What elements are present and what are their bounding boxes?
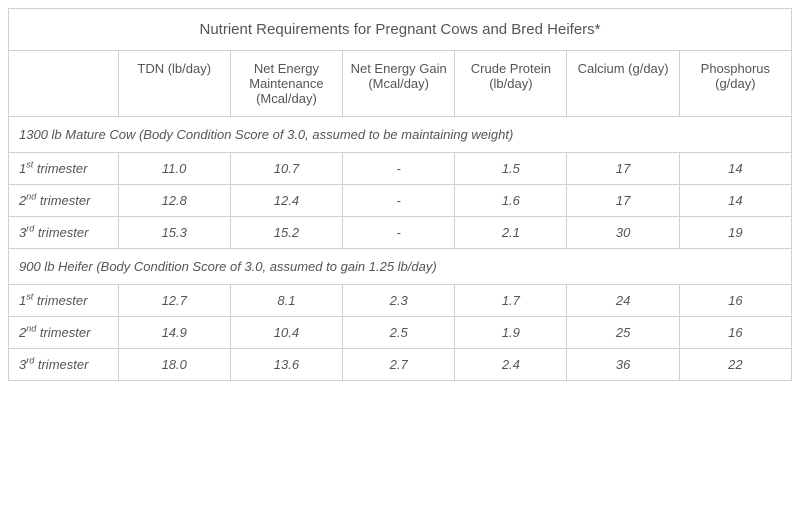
table-row: 3rd trimester 15.3 15.2 - 2.1 30 19 <box>9 217 792 249</box>
data-cell: 15.2 <box>230 217 342 249</box>
table-row: 3rd trimester 18.0 13.6 2.7 2.4 36 22 <box>9 349 792 381</box>
header-ca: Calcium (g/day) <box>567 51 679 117</box>
data-cell: 14 <box>679 185 791 217</box>
header-p: Phosphorus (g/day) <box>679 51 791 117</box>
data-cell: 13.6 <box>230 349 342 381</box>
header-blank <box>9 51 119 117</box>
data-cell: 30 <box>567 217 679 249</box>
data-cell: - <box>343 217 455 249</box>
data-cell: 19 <box>679 217 791 249</box>
data-cell: - <box>343 153 455 185</box>
section-heading-1: 900 lb Heifer (Body Condition Score of 3… <box>9 249 792 285</box>
row-label: 2nd trimester <box>9 185 119 217</box>
row-label: 1st trimester <box>9 153 119 185</box>
header-row: TDN (lb/day) Net Energy Maintenance (Mca… <box>9 51 792 117</box>
data-cell: 17 <box>567 185 679 217</box>
data-cell: 2.3 <box>343 285 455 317</box>
table-row: 2nd trimester 14.9 10.4 2.5 1.9 25 16 <box>9 317 792 349</box>
section-row: 1300 lb Mature Cow (Body Condition Score… <box>9 117 792 153</box>
header-neg: Net Energy Gain (Mcal/day) <box>343 51 455 117</box>
data-cell: 18.0 <box>118 349 230 381</box>
section-heading-0: 1300 lb Mature Cow (Body Condition Score… <box>9 117 792 153</box>
table-row: 2nd trimester 12.8 12.4 - 1.6 17 14 <box>9 185 792 217</box>
data-cell: 14.9 <box>118 317 230 349</box>
header-nem: Net Energy Maintenance (Mcal/day) <box>230 51 342 117</box>
data-cell: 25 <box>567 317 679 349</box>
data-cell: 2.1 <box>455 217 567 249</box>
data-cell: 1.9 <box>455 317 567 349</box>
title-row: Nutrient Requirements for Pregnant Cows … <box>9 9 792 51</box>
data-cell: 2.7 <box>343 349 455 381</box>
data-cell: 36 <box>567 349 679 381</box>
data-cell: 11.0 <box>118 153 230 185</box>
data-cell: 16 <box>679 317 791 349</box>
data-cell: 1.7 <box>455 285 567 317</box>
data-cell: - <box>343 185 455 217</box>
data-cell: 10.4 <box>230 317 342 349</box>
data-cell: 10.7 <box>230 153 342 185</box>
table-row: 1st trimester 12.7 8.1 2.3 1.7 24 16 <box>9 285 792 317</box>
table-title: Nutrient Requirements for Pregnant Cows … <box>9 9 792 51</box>
data-cell: 17 <box>567 153 679 185</box>
nutrient-table: Nutrient Requirements for Pregnant Cows … <box>8 8 792 381</box>
data-cell: 2.5 <box>343 317 455 349</box>
row-label: 1st trimester <box>9 285 119 317</box>
header-cp: Crude Protein (lb/day) <box>455 51 567 117</box>
data-cell: 1.6 <box>455 185 567 217</box>
data-cell: 16 <box>679 285 791 317</box>
row-label: 2nd trimester <box>9 317 119 349</box>
data-cell: 1.5 <box>455 153 567 185</box>
data-cell: 8.1 <box>230 285 342 317</box>
data-cell: 2.4 <box>455 349 567 381</box>
data-cell: 12.8 <box>118 185 230 217</box>
row-label: 3rd trimester <box>9 217 119 249</box>
table-row: 1st trimester 11.0 10.7 - 1.5 17 14 <box>9 153 792 185</box>
data-cell: 12.7 <box>118 285 230 317</box>
data-cell: 22 <box>679 349 791 381</box>
header-tdn: TDN (lb/day) <box>118 51 230 117</box>
data-cell: 12.4 <box>230 185 342 217</box>
data-cell: 15.3 <box>118 217 230 249</box>
data-cell: 14 <box>679 153 791 185</box>
row-label: 3rd trimester <box>9 349 119 381</box>
data-cell: 24 <box>567 285 679 317</box>
section-row: 900 lb Heifer (Body Condition Score of 3… <box>9 249 792 285</box>
